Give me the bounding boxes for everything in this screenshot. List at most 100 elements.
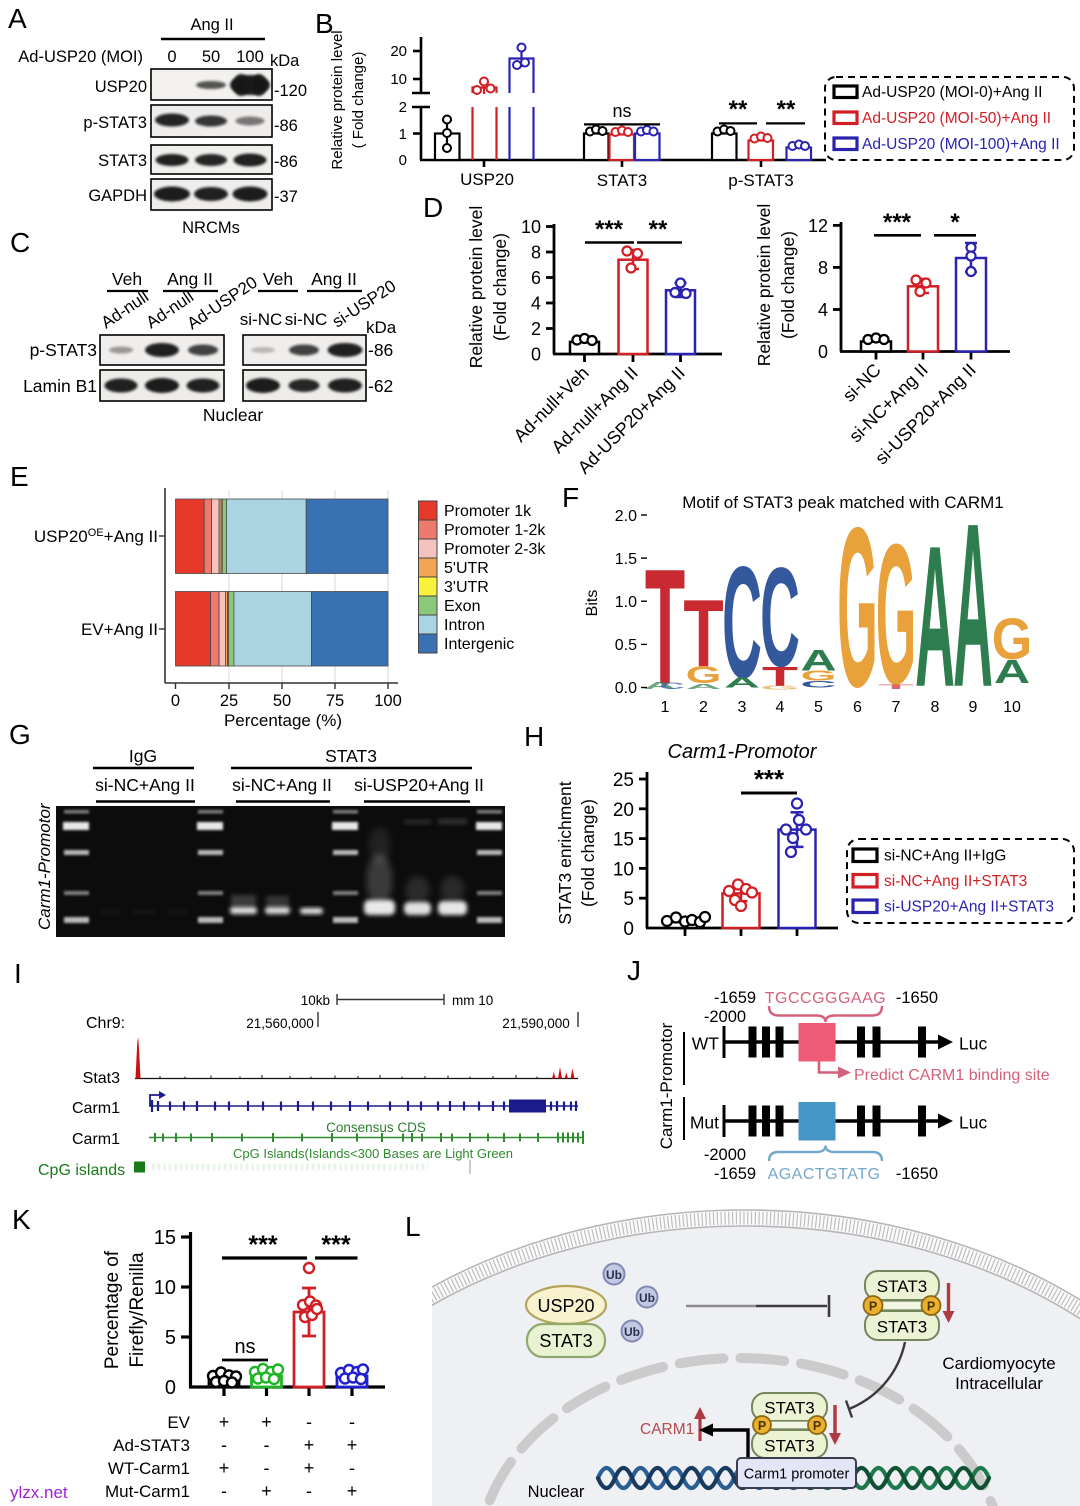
svg-text:Ang II: Ang II [190, 16, 233, 34]
svg-text:L: L [405, 1211, 421, 1242]
svg-text:Nuclear: Nuclear [203, 405, 263, 425]
svg-text:STAT3: STAT3 [539, 1331, 592, 1351]
svg-text:E: E [10, 461, 29, 492]
svg-text:A: A [8, 3, 27, 34]
svg-text:G: G [686, 662, 722, 689]
svg-text:T: T [762, 661, 798, 692]
svg-text:G: G [801, 668, 837, 684]
svg-text:50: 50 [202, 48, 220, 66]
svg-text:12: 12 [808, 216, 828, 236]
svg-text:CARM1: CARM1 [640, 1421, 694, 1438]
svg-text:Carm1-Promotor: Carm1-Promotor [657, 1022, 676, 1149]
svg-text:P: P [758, 1419, 766, 1433]
svg-text:+: + [347, 1481, 358, 1501]
svg-text:G: G [992, 606, 1032, 672]
svg-text:G: G [9, 719, 31, 750]
svg-text:Firefly/Renilla: Firefly/Renilla [127, 1252, 148, 1368]
svg-text:P: P [869, 1300, 877, 1314]
svg-text:-: - [349, 1412, 355, 1432]
svg-text:-: - [264, 1458, 270, 1478]
svg-text:5: 5 [623, 889, 634, 910]
svg-text:**: ** [729, 96, 748, 123]
svg-text:Ub: Ub [639, 1291, 655, 1305]
svg-text:20: 20 [613, 800, 634, 821]
svg-text:-: - [221, 1481, 227, 1501]
svg-text:0: 0 [818, 342, 828, 362]
svg-text:si-USP20+Ang II: si-USP20+Ang II [354, 775, 484, 795]
svg-text:-86: -86 [368, 340, 393, 360]
svg-text:-: - [264, 1435, 270, 1455]
svg-text:-86: -86 [274, 153, 298, 171]
svg-text:-120: -120 [274, 82, 307, 100]
svg-text:Ub: Ub [624, 1325, 640, 1339]
svg-text:Relative protein level: Relative protein level [466, 206, 486, 368]
svg-text:P: P [927, 1300, 935, 1314]
svg-text:-: - [306, 1481, 312, 1501]
svg-text:Luc: Luc [959, 1034, 987, 1054]
svg-text:WT-Carm1: WT-Carm1 [108, 1459, 190, 1478]
svg-text:EV: EV [167, 1413, 190, 1432]
svg-text:p-STAT3: p-STAT3 [83, 114, 147, 132]
svg-text:Bits: Bits [584, 590, 601, 617]
svg-text:F: F [562, 482, 579, 513]
svg-text:1.0: 1.0 [615, 594, 637, 611]
svg-text:-1659: -1659 [714, 1165, 756, 1183]
svg-text:Carm1-Promotor: Carm1-Promotor [35, 802, 54, 930]
svg-text:1.5: 1.5 [615, 551, 637, 568]
svg-text:ns: ns [612, 101, 631, 121]
svg-text:Promoter 1-2k: Promoter 1-2k [444, 522, 546, 539]
svg-text:3'UTR: 3'UTR [444, 579, 489, 596]
svg-text:5'UTR: 5'UTR [444, 560, 489, 577]
svg-text:0: 0 [623, 919, 634, 940]
svg-text:Ub: Ub [606, 1268, 622, 1282]
svg-text:25: 25 [220, 692, 238, 710]
svg-text:15: 15 [154, 1227, 176, 1249]
svg-text:Mut: Mut [690, 1113, 719, 1133]
svg-text:IgG: IgG [129, 746, 157, 766]
svg-text:0.0: 0.0 [615, 680, 637, 697]
svg-text:-: - [349, 1458, 355, 1478]
svg-text:T: T [645, 535, 685, 719]
svg-text:***: *** [883, 209, 912, 236]
svg-text:p-STAT3: p-STAT3 [728, 171, 794, 190]
svg-text:0: 0 [399, 152, 407, 169]
svg-text:+: + [304, 1458, 315, 1478]
svg-text:Veh: Veh [263, 269, 293, 289]
svg-text:si-NC: si-NC [285, 310, 328, 329]
svg-text:si-USP20+Ang II+STAT3: si-USP20+Ang II+STAT3 [884, 899, 1054, 916]
svg-text:Motif of STAT3 peak matched wi: Motif of STAT3 peak matched with CARM1 [682, 493, 1004, 512]
svg-text:si-NC: si-NC [240, 310, 283, 329]
svg-text:-: - [221, 1435, 227, 1455]
svg-text:Ad-USP20 (MOI-0)+Ang II: Ad-USP20 (MOI-0)+Ang II [862, 84, 1042, 101]
svg-text:Percentage of: Percentage of [102, 1250, 123, 1369]
svg-text:+: + [261, 1481, 272, 1501]
svg-text:I: I [14, 958, 22, 989]
svg-text:STAT3: STAT3 [597, 171, 647, 190]
svg-text:T: T [878, 684, 915, 691]
svg-text:si-NC+Ang II: si-NC+Ang II [232, 775, 332, 795]
svg-text:TGCCGGGAAG: TGCCGGGAAG [765, 990, 886, 1007]
svg-text:3: 3 [738, 699, 747, 716]
svg-text:Cardiomyocyte: Cardiomyocyte [942, 1354, 1055, 1373]
svg-text:8: 8 [931, 699, 940, 716]
svg-text:10kb: 10kb [301, 993, 330, 1008]
svg-text:STAT3: STAT3 [877, 1277, 927, 1296]
svg-text:15: 15 [613, 830, 634, 851]
svg-text:10: 10 [521, 217, 541, 237]
svg-text:10: 10 [1003, 699, 1021, 716]
svg-text:A: A [800, 643, 836, 676]
svg-text:Carm1: Carm1 [72, 1100, 120, 1117]
svg-text:25: 25 [613, 770, 634, 791]
svg-text:kDa: kDa [270, 52, 300, 70]
svg-text:CpG Islands(Islands<300 Bases: CpG Islands(Islands<300 Bases are Light … [233, 1146, 513, 1161]
svg-text:0: 0 [531, 345, 541, 365]
svg-text:Carm1-Promotor: Carm1-Promotor [668, 741, 818, 763]
svg-text:8: 8 [531, 243, 541, 263]
svg-text:si-NC+Ang II+IgG: si-NC+Ang II+IgG [884, 848, 1006, 865]
svg-text:50: 50 [273, 692, 291, 710]
svg-text:(Fold change): (Fold change) [490, 233, 510, 341]
svg-text:(Fold change): (Fold change) [778, 231, 798, 339]
svg-text:NRCMs: NRCMs [182, 219, 240, 237]
svg-text:A: A [644, 680, 676, 691]
svg-text:H: H [524, 721, 544, 752]
